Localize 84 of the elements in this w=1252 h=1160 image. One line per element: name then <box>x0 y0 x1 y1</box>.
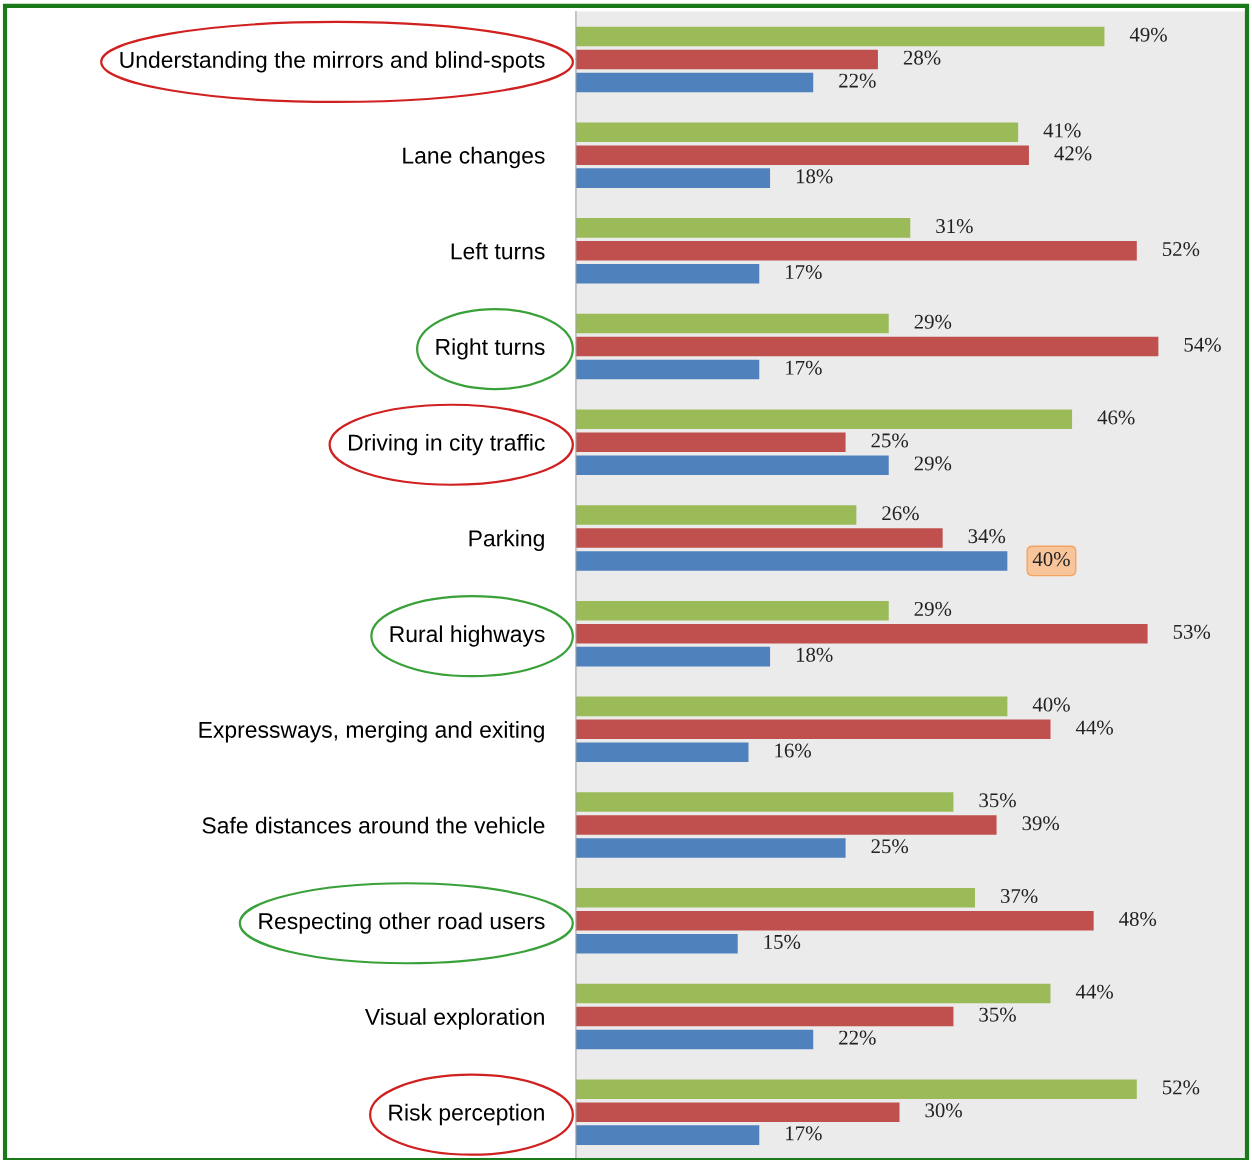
data-label: 41% <box>1043 123 1081 138</box>
data-label: 15% <box>764 934 801 949</box>
bar <box>575 888 976 908</box>
data-label: 29% <box>914 314 952 329</box>
bar <box>575 1102 900 1122</box>
data-label: 46% <box>1097 410 1135 425</box>
y-tick-label: Right turns <box>436 338 545 360</box>
bar <box>575 359 760 380</box>
data-label: 22% <box>839 1030 876 1045</box>
data-label: 39% <box>1022 816 1060 831</box>
bar <box>575 742 749 763</box>
y-tick-label: Expressways, merging and exiting <box>199 721 544 743</box>
bar <box>575 409 1073 430</box>
bar <box>575 313 889 334</box>
y-tick-label: Respecting other road users <box>259 912 545 934</box>
data-label: 49% <box>1129 27 1167 42</box>
bar <box>575 168 771 188</box>
data-label: 25% <box>871 433 909 448</box>
bar <box>575 264 760 284</box>
y-tick-label: Driving in city traffic <box>349 433 545 456</box>
bar <box>575 218 911 238</box>
data-label: 30% <box>925 1103 962 1118</box>
y-tick-label: Safe distances around the vehicle <box>202 816 545 834</box>
data-label: 29% <box>914 601 952 616</box>
bar <box>575 505 857 525</box>
bar <box>575 551 1008 571</box>
data-label: 18% <box>796 169 833 184</box>
data-label: 17% <box>786 360 822 375</box>
data-label: 28% <box>903 50 941 65</box>
data-label: 29% <box>914 456 952 471</box>
bar <box>575 26 1105 47</box>
data-label: 52% <box>1163 1080 1200 1095</box>
data-label: 40% <box>1032 697 1070 712</box>
bar <box>575 696 1008 717</box>
bar <box>575 1029 814 1050</box>
data-label: 25% <box>871 839 909 854</box>
y-tick-label: Lane changes <box>403 146 545 169</box>
data-label: 40% <box>1032 552 1070 567</box>
data-label: 35% <box>979 1007 1016 1022</box>
data-label: 17% <box>786 1126 822 1141</box>
data-label: 18% <box>796 647 833 662</box>
data-label: 52% <box>1163 242 1200 257</box>
bar <box>575 528 943 548</box>
bar <box>575 241 1137 261</box>
bar <box>575 122 1019 142</box>
data-label: 17% <box>786 264 822 280</box>
data-label: 42% <box>1054 146 1092 161</box>
bar <box>575 815 997 835</box>
bar <box>575 600 889 621</box>
bar <box>575 623 1148 644</box>
data-label: 53% <box>1173 624 1211 639</box>
bar <box>575 455 889 475</box>
bar <box>575 145 1029 165</box>
bar <box>575 719 1051 740</box>
bar <box>575 838 846 858</box>
data-label: 26% <box>882 506 919 521</box>
data-label: 16% <box>775 743 811 758</box>
bar <box>575 72 814 93</box>
bar <box>575 432 846 453</box>
data-label: 35% <box>979 793 1016 808</box>
data-label: 44% <box>1075 984 1113 999</box>
data-label: 48% <box>1119 911 1157 927</box>
data-label: 22% <box>839 73 876 88</box>
y-tick-label: Parking <box>469 529 544 552</box>
y-tick-label: Risk perception <box>389 1103 544 1126</box>
y-tick-label: Rural highways <box>390 625 545 647</box>
data-label: 31% <box>936 219 973 234</box>
bar <box>575 983 1051 1004</box>
data-label: 54% <box>1184 337 1221 352</box>
y-tick-label: Left turns <box>451 242 545 260</box>
y-tick-label: Visual exploration <box>364 1008 544 1030</box>
bar <box>575 1125 760 1145</box>
data-label: 34% <box>968 529 1006 544</box>
bar <box>575 336 1159 357</box>
data-label: 37% <box>1001 888 1038 904</box>
bar <box>575 49 878 70</box>
bar <box>575 1006 954 1027</box>
bar <box>575 910 1094 931</box>
bar <box>575 933 738 954</box>
data-label: 44% <box>1075 720 1113 735</box>
bar <box>575 1079 1137 1099</box>
bar <box>575 646 771 667</box>
bar <box>575 792 954 812</box>
y-tick-label: Understanding the mirrors and blind-spots <box>120 51 545 73</box>
